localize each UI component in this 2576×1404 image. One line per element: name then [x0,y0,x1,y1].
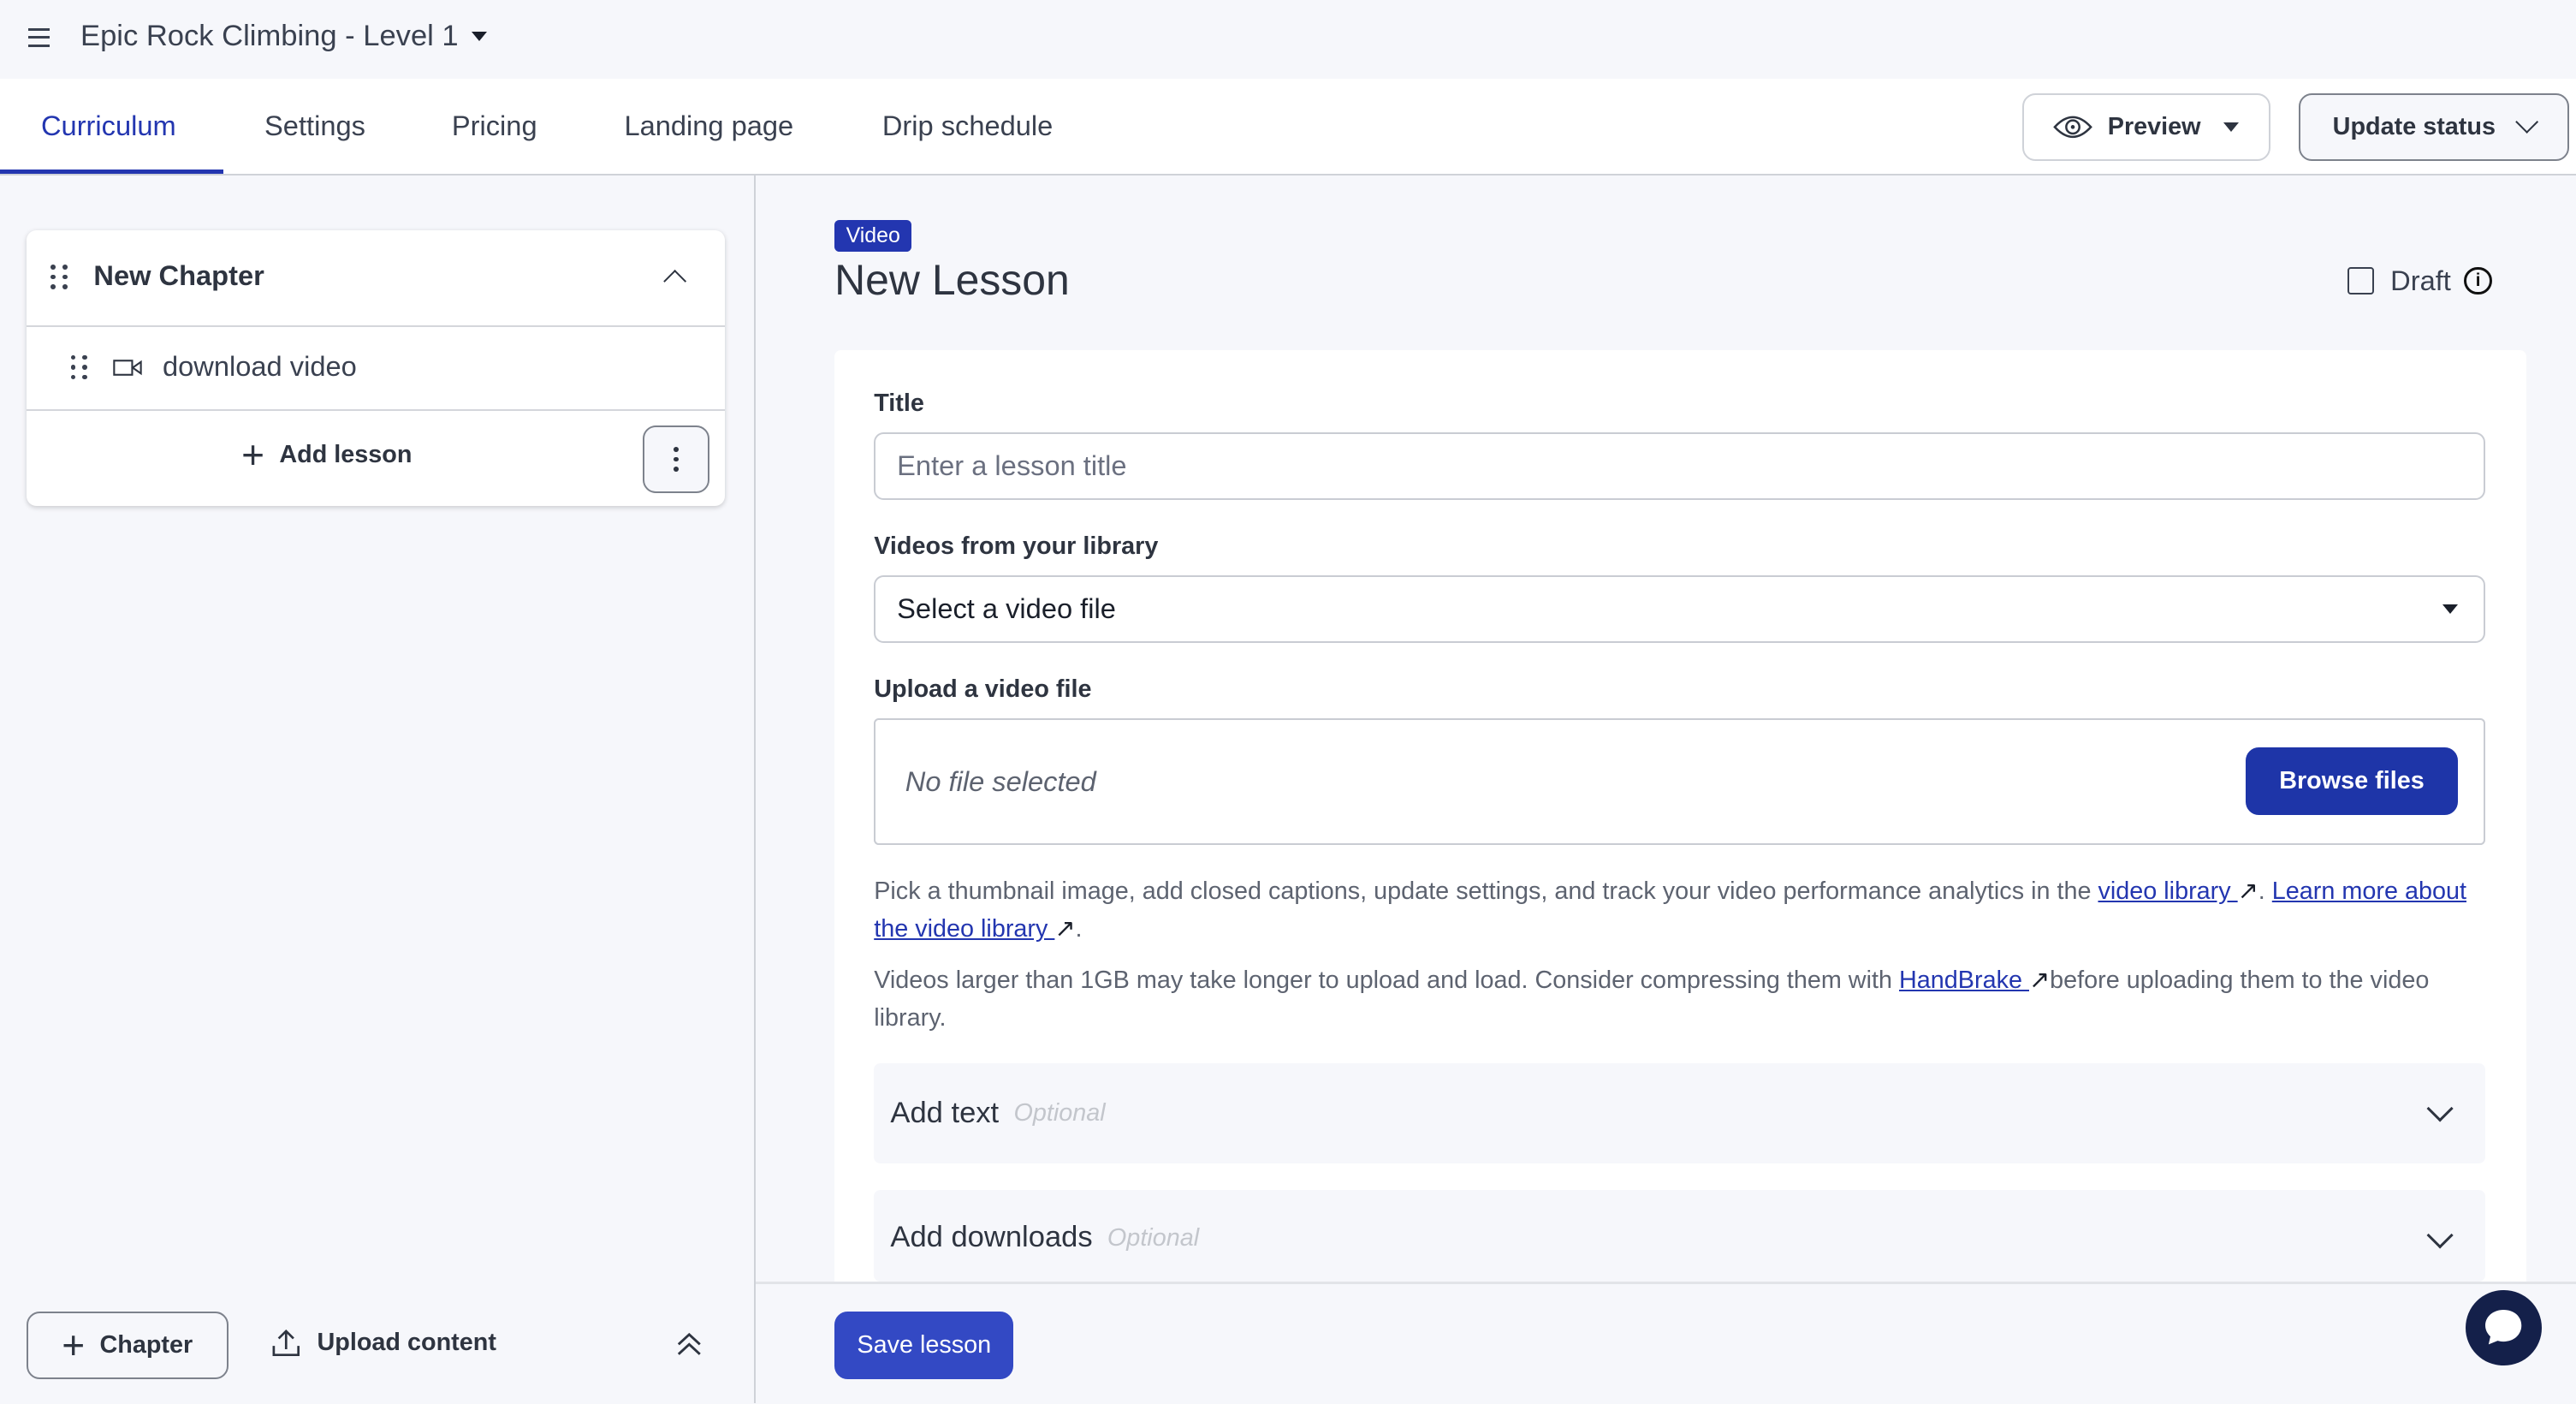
video-library-select[interactable]: Select a video file [874,574,2486,643]
upload-content-label: Upload content [317,1328,496,1356]
browse-files-button[interactable]: Browse files [2246,747,2458,816]
double-chevron-up-icon[interactable] [675,1331,703,1358]
file-size-help: Videos larger than 1GB may take longer t… [874,966,2430,1032]
help-text: . [2258,878,2272,906]
more-options-button[interactable] [642,425,710,493]
add-downloads-accordion[interactable]: Add downloads Optional [874,1189,2486,1282]
video-library-help: Pick a thumbnail image, add closed capti… [874,878,2466,943]
tab-landing-page[interactable]: Landing page [624,110,794,142]
add-lesson-label: Add lesson [279,441,413,469]
learn-more-link[interactable]: Learn more about the video library [874,878,2466,943]
lesson-heading: New Lesson [834,255,1070,304]
help-text: Videos larger than 1GB may take longer t… [874,966,1899,994]
footer-divider [756,1282,2576,1285]
preview-button[interactable]: Preview [2022,93,2270,162]
library-label: Videos from your library [874,532,1159,560]
update-status-label: Update status [2332,113,2496,141]
chevron-up-icon[interactable] [663,269,687,293]
add-chapter-label: Chapter [99,1330,193,1359]
upload-status: No file selected [905,764,1096,797]
caret-down-icon [2223,122,2240,132]
chat-button[interactable] [2466,1289,2542,1366]
course-selector[interactable]: Epic Rock Climbing - Level 1 [80,20,487,53]
caret-down-icon [2442,604,2458,614]
upload-content-button[interactable]: Upload content [271,1328,496,1358]
video-icon [113,360,143,377]
course-title: Epic Rock Climbing - Level 1 [80,20,459,53]
chevron-down-icon [2514,110,2539,134]
select-value: Select a video file [897,592,1116,625]
plus-icon: + [241,432,265,478]
add-lesson-button[interactable]: + Add lesson [241,432,413,478]
add-chapter-button[interactable]: + Chapter [26,1311,229,1379]
update-status-button[interactable]: Update status [2298,93,2570,162]
lesson-item[interactable]: download video [26,327,725,411]
upload-icon [272,1329,300,1357]
chevron-down-icon [2426,1095,2454,1122]
chat-bubble-icon [2485,1309,2522,1345]
tab-settings[interactable]: Settings [264,110,365,142]
preview-label: Preview [2107,113,2201,141]
accordion-label: Add downloads [890,1221,1093,1254]
optional-hint: Optional [1013,1099,1106,1127]
plus-icon: + [62,1322,86,1367]
eye-icon [2053,116,2093,139]
tab-curriculum[interactable]: Curriculum [0,79,224,174]
tab-bar: Curriculum Settings Pricing Landing page… [0,79,2576,176]
upload-label: Upload a video file [874,675,1092,703]
title-label: Title [874,389,924,417]
optional-hint: Optional [1107,1224,1200,1252]
lesson-title: download video [163,349,357,382]
lesson-form: Title Enter a lesson title Videos from y… [834,349,2527,1282]
draft-checkbox[interactable] [2347,266,2374,295]
top-bar: Epic Rock Climbing - Level 1 [0,0,2576,79]
help-text: Pick a thumbnail image, add closed capti… [874,878,2098,906]
drag-handle-icon[interactable] [70,354,87,382]
drag-handle-icon[interactable] [50,265,68,291]
accordion-label: Add text [890,1097,1000,1129]
hamburger-icon[interactable] [27,27,50,47]
draft-toggle[interactable]: Draft i [2347,265,2493,297]
chevron-down-icon [2426,1222,2454,1249]
help-text: before uploading them to the video libra… [874,966,2430,1032]
upload-dropzone[interactable]: No file selected Browse files [874,717,2486,845]
info-icon[interactable]: i [2464,266,2493,295]
caret-down-icon [472,32,487,41]
chapter-header[interactable]: New Chapter [26,230,725,328]
curriculum-sidebar: New Chapter download video + Add lesson … [0,176,757,1404]
video-library-link[interactable]: video library [2098,878,2238,906]
add-text-accordion[interactable]: Add text Optional [874,1062,2486,1164]
handbrake-link[interactable]: HandBrake [1899,966,2029,994]
save-lesson-button[interactable]: Save lesson [834,1311,1014,1379]
tab-pricing[interactable]: Pricing [451,110,537,142]
title-input[interactable]: Enter a lesson title [874,431,2486,500]
tab-drip-schedule[interactable]: Drip schedule [881,110,1054,142]
draft-label: Draft [2390,265,2451,297]
chapter-card: New Chapter download video + Add lesson [26,229,725,507]
help-text: . [1075,915,1083,943]
lesson-type-badge: Video [834,220,912,252]
chapter-title: New Chapter [93,259,264,292]
